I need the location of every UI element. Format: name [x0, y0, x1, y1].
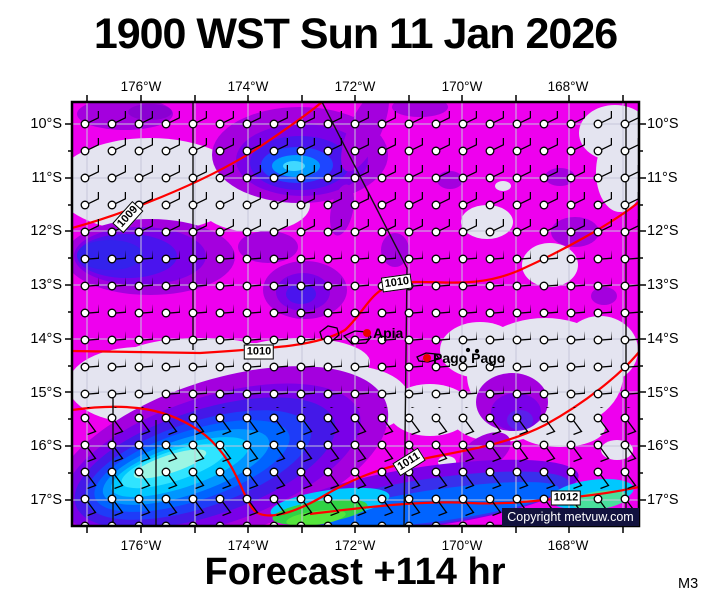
lat-label-left: 13°S	[30, 277, 62, 293]
place-label-pago-pago: Pago Pago	[433, 350, 506, 366]
lat-label-right: 14°S	[647, 331, 679, 347]
apia-dot	[363, 329, 371, 337]
lon-label-bottom: 176°W	[120, 538, 162, 553]
wind-barbs-layer	[73, 103, 638, 525]
lon-label-top: 172°W	[334, 79, 376, 94]
isobar-label-1010-west: 1010	[243, 344, 275, 360]
lat-label-left: 15°S	[30, 385, 62, 401]
chart-title: 1900 WST Sun 11 Jan 2026	[93, 10, 618, 58]
lat-label-right: 13°S	[647, 277, 679, 293]
model-tag: M3	[678, 576, 699, 592]
lat-label-right: 17°S	[647, 492, 679, 508]
precipitation-field	[72, 102, 639, 526]
lat-label-left: 14°S	[30, 331, 62, 347]
lon-label-top: 174°W	[227, 79, 269, 94]
lat-label-left: 17°S	[30, 492, 62, 508]
place-label-apia: Apia	[373, 325, 404, 341]
lat-label-left: 11°S	[31, 170, 62, 186]
lat-label-left: 16°S	[30, 438, 62, 454]
lon-label-bottom: 174°W	[227, 538, 269, 553]
lat-label-left: 12°S	[30, 223, 62, 239]
copyright-notice: Copyright metvuw.com	[502, 508, 639, 526]
lon-label-bottom: 170°W	[441, 538, 483, 553]
forecast-hour-label: Forecast +114 hr	[204, 551, 506, 593]
lat-label-right: 15°S	[647, 385, 679, 401]
lon-label-bottom: 172°W	[334, 538, 376, 553]
lat-label-right: 10°S	[647, 116, 679, 132]
pago-pago-dot	[423, 354, 431, 362]
isobar-label-1012: 1012	[550, 490, 582, 506]
lon-label-top: 170°W	[441, 79, 483, 94]
lon-label-top: 176°W	[120, 79, 162, 94]
lat-label-left: 10°S	[30, 116, 62, 132]
lon-label-bottom: 168°W	[547, 538, 589, 553]
lat-label-right: 12°S	[647, 223, 679, 239]
axis-ticks	[65, 95, 646, 533]
lat-label-right: 11°S	[647, 170, 678, 186]
lat-label-right: 16°S	[647, 438, 679, 454]
lon-label-top: 168°W	[547, 79, 589, 94]
